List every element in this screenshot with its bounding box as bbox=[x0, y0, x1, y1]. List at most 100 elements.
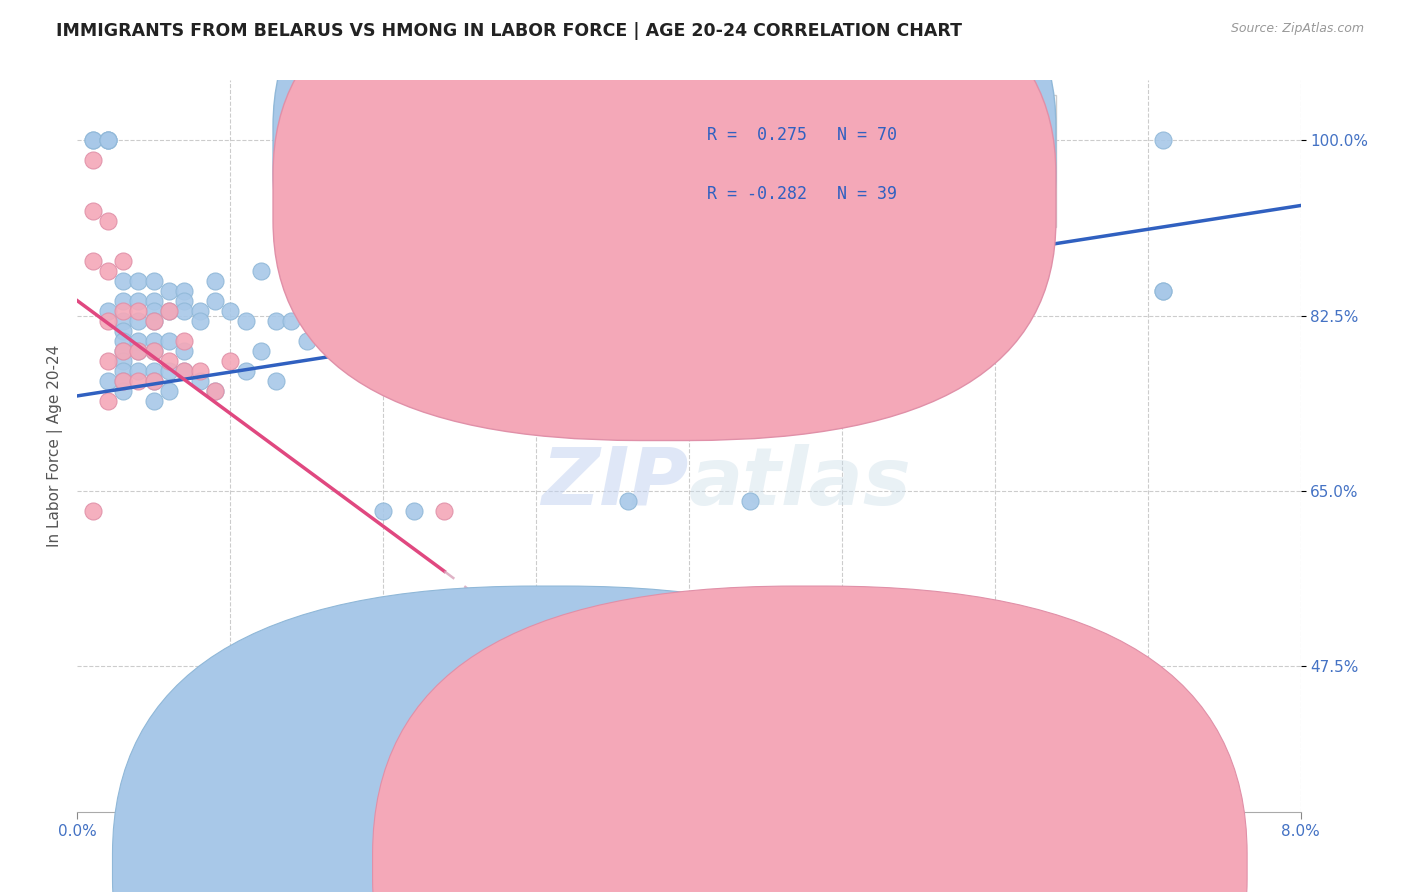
Point bbox=[127, 343, 149, 358]
FancyBboxPatch shape bbox=[273, 0, 1056, 393]
Point bbox=[97, 303, 120, 318]
Point bbox=[127, 343, 149, 358]
Point bbox=[204, 274, 226, 288]
Point bbox=[97, 133, 120, 147]
Point bbox=[250, 263, 273, 277]
Point bbox=[342, 334, 364, 348]
Text: IMMIGRANTS FROM BELARUS VS HMONG IN LABOR FORCE | AGE 20-24 CORRELATION CHART: IMMIGRANTS FROM BELARUS VS HMONG IN LABO… bbox=[56, 22, 962, 40]
Point bbox=[82, 133, 104, 147]
Point bbox=[433, 694, 456, 708]
Point bbox=[219, 354, 242, 368]
Point bbox=[97, 263, 120, 277]
Point bbox=[142, 274, 165, 288]
Point bbox=[1152, 133, 1174, 147]
Text: R =  0.275   N = 70: R = 0.275 N = 70 bbox=[707, 126, 897, 145]
Point bbox=[157, 303, 180, 318]
Point bbox=[173, 364, 195, 378]
Point bbox=[433, 504, 456, 518]
Point bbox=[97, 213, 120, 227]
Point bbox=[173, 303, 195, 318]
Point bbox=[188, 364, 211, 378]
Point bbox=[740, 494, 762, 508]
Point bbox=[157, 354, 180, 368]
Point bbox=[157, 364, 180, 378]
Point bbox=[219, 303, 242, 318]
Point bbox=[142, 343, 165, 358]
Point bbox=[280, 314, 302, 328]
Point bbox=[112, 374, 135, 388]
Point bbox=[311, 253, 333, 268]
Point bbox=[235, 364, 257, 378]
Point bbox=[127, 303, 149, 318]
Point bbox=[204, 384, 226, 398]
Point bbox=[188, 314, 211, 328]
Point bbox=[127, 364, 149, 378]
Point bbox=[1152, 284, 1174, 298]
Point bbox=[142, 374, 165, 388]
Point bbox=[173, 284, 195, 298]
Text: Hmong: Hmong bbox=[832, 858, 887, 872]
Point bbox=[127, 374, 149, 388]
Point bbox=[142, 293, 165, 308]
Point bbox=[142, 314, 165, 328]
Y-axis label: In Labor Force | Age 20-24: In Labor Force | Age 20-24 bbox=[48, 345, 63, 547]
Point bbox=[142, 374, 165, 388]
Point bbox=[112, 384, 135, 398]
Text: Immigrants from Belarus: Immigrants from Belarus bbox=[572, 858, 763, 872]
Point bbox=[142, 314, 165, 328]
Point bbox=[112, 253, 135, 268]
Point bbox=[157, 303, 180, 318]
Point bbox=[97, 133, 120, 147]
Point bbox=[402, 504, 425, 518]
Text: R = -0.282   N = 39: R = -0.282 N = 39 bbox=[707, 185, 897, 202]
Point bbox=[204, 384, 226, 398]
Point bbox=[173, 334, 195, 348]
Point bbox=[112, 374, 135, 388]
Point bbox=[112, 303, 135, 318]
Point bbox=[97, 133, 120, 147]
Point bbox=[1152, 284, 1174, 298]
Point bbox=[173, 293, 195, 308]
Point bbox=[188, 303, 211, 318]
Point bbox=[97, 354, 120, 368]
Point bbox=[235, 694, 257, 708]
Point bbox=[433, 263, 456, 277]
Point bbox=[142, 364, 165, 378]
Point bbox=[235, 314, 257, 328]
Point bbox=[295, 334, 318, 348]
Point bbox=[127, 314, 149, 328]
Point bbox=[112, 324, 135, 338]
Point bbox=[112, 274, 135, 288]
Point bbox=[540, 624, 562, 639]
FancyBboxPatch shape bbox=[616, 95, 1056, 227]
Point bbox=[82, 153, 104, 168]
Point bbox=[127, 293, 149, 308]
Point bbox=[82, 133, 104, 147]
Point bbox=[112, 343, 135, 358]
Point bbox=[97, 393, 120, 408]
Point bbox=[112, 293, 135, 308]
Point bbox=[204, 293, 226, 308]
Point bbox=[157, 334, 180, 348]
FancyBboxPatch shape bbox=[273, 0, 1056, 441]
Point bbox=[112, 364, 135, 378]
Point bbox=[82, 504, 104, 518]
Point bbox=[97, 314, 120, 328]
Point bbox=[188, 374, 211, 388]
Point bbox=[357, 364, 380, 378]
Point bbox=[82, 203, 104, 218]
Point bbox=[112, 343, 135, 358]
Point bbox=[173, 364, 195, 378]
Point bbox=[157, 384, 180, 398]
Point bbox=[82, 253, 104, 268]
Point bbox=[127, 274, 149, 288]
Text: atlas: atlas bbox=[689, 443, 911, 522]
Point bbox=[127, 334, 149, 348]
Point bbox=[264, 374, 287, 388]
Point bbox=[112, 334, 135, 348]
Point bbox=[264, 314, 287, 328]
Point bbox=[112, 354, 135, 368]
Point bbox=[142, 303, 165, 318]
Point bbox=[616, 494, 638, 508]
Text: ZIP: ZIP bbox=[541, 443, 689, 522]
